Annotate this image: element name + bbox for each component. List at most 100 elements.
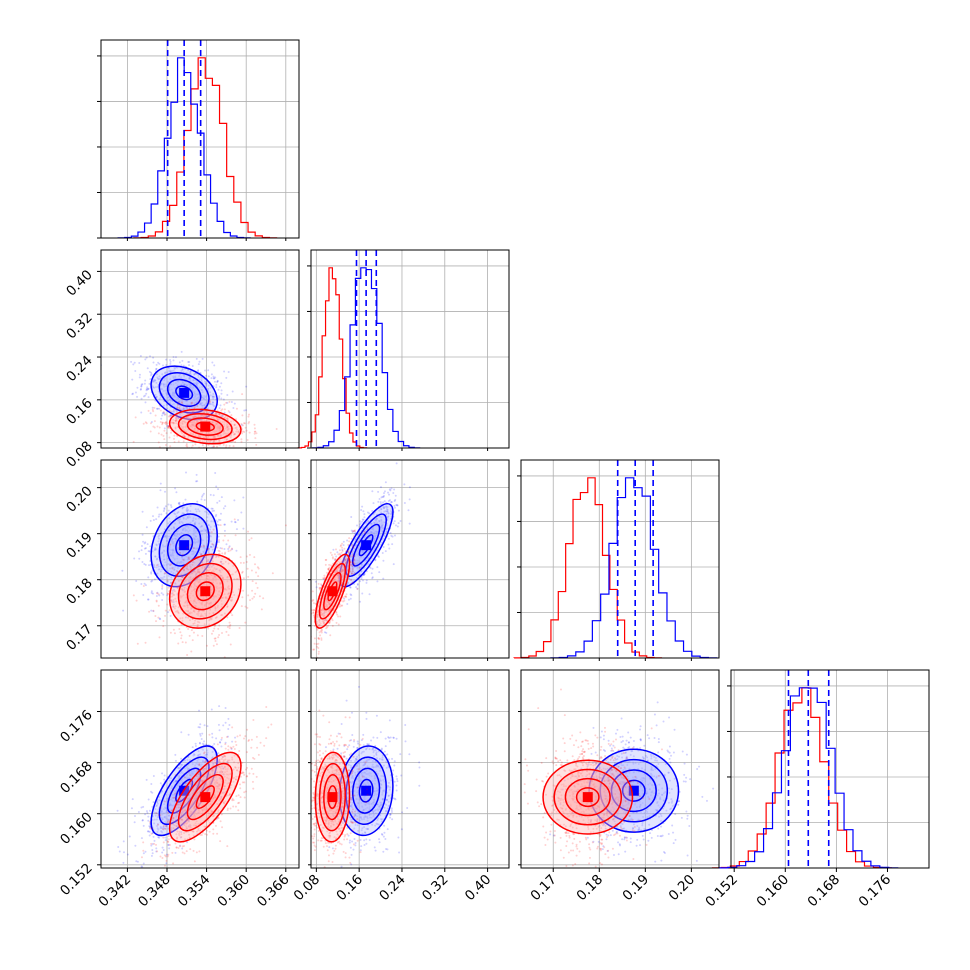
scatter-point	[229, 623, 232, 626]
scatter-point	[138, 557, 141, 560]
scatter-point	[247, 530, 250, 533]
scatter-point	[147, 798, 150, 801]
scatter-point	[197, 425, 200, 428]
scatter-point	[212, 445, 215, 448]
scatter-point	[173, 366, 176, 369]
scatter-point	[243, 422, 246, 425]
scatter-point	[189, 607, 192, 610]
scatter-point	[210, 708, 213, 711]
scatter-point	[182, 558, 185, 561]
scatter-point	[235, 549, 238, 552]
scatter-point	[237, 431, 240, 434]
scatter-point	[174, 356, 177, 359]
scatter-point	[319, 583, 322, 586]
scatter-point	[206, 415, 209, 418]
scatter-point	[163, 507, 166, 510]
scatter-point	[235, 430, 238, 433]
scatter-point	[136, 386, 139, 389]
scatter-point	[371, 490, 374, 493]
scatter-point	[227, 547, 230, 550]
scatter-point	[201, 396, 204, 399]
scatter-point	[335, 548, 338, 551]
scatter-point	[198, 539, 201, 542]
scatter-point	[223, 529, 226, 532]
scatter-point	[211, 577, 214, 580]
scatter-point	[197, 370, 200, 373]
scatter-point	[360, 508, 363, 511]
scatter-point	[164, 561, 167, 564]
scatter-point	[337, 623, 340, 626]
scatter-point	[317, 652, 320, 655]
scatter-point	[178, 520, 181, 523]
scatter-point	[183, 383, 186, 386]
scatter-point	[211, 426, 214, 429]
scatter-point	[147, 815, 150, 818]
scatter-point	[162, 382, 165, 385]
scatter-point	[145, 810, 148, 813]
scatter-point	[357, 541, 360, 544]
scatter-point	[168, 847, 171, 850]
scatter-point	[228, 546, 231, 549]
scatter-point	[175, 419, 178, 422]
scatter-point	[157, 568, 160, 571]
scatter-point	[327, 568, 330, 571]
scatter-point	[315, 586, 318, 589]
scatter-point	[242, 527, 245, 530]
scatter-point	[220, 605, 223, 608]
scatter-point	[408, 486, 411, 489]
scatter-point	[198, 601, 201, 604]
scatter-point	[339, 615, 342, 618]
scatter-point	[330, 554, 333, 557]
scatter-point	[176, 586, 179, 589]
scatter-point	[186, 405, 189, 408]
scatter-point	[170, 555, 173, 558]
scatter-point	[167, 367, 170, 370]
scatter-point	[312, 611, 315, 614]
scatter-point	[148, 610, 151, 613]
scatter-point	[187, 579, 190, 582]
scatter-point	[349, 593, 352, 596]
scatter-point	[232, 406, 235, 409]
scatter-point	[192, 424, 195, 427]
scatter-point	[215, 423, 218, 426]
scatter-point	[150, 854, 153, 857]
scatter-point	[194, 744, 197, 747]
scatter-point	[211, 579, 214, 582]
scatter-point	[201, 530, 204, 533]
scatter-point	[182, 407, 185, 410]
scatter-point	[189, 596, 192, 599]
scatter-point	[247, 594, 250, 597]
scatter-point	[200, 378, 203, 381]
scatter-point	[201, 539, 204, 542]
scatter-point	[158, 375, 161, 378]
scatter-point	[319, 630, 322, 633]
scatter-point	[174, 419, 177, 422]
scatter-point	[216, 409, 219, 412]
scatter-point	[180, 560, 183, 563]
scatter-point	[171, 566, 174, 569]
scatter-point	[219, 427, 222, 430]
scatter-point	[175, 539, 178, 542]
scatter-point	[337, 615, 340, 618]
scatter-point	[175, 417, 178, 420]
scatter-point	[202, 397, 205, 400]
scatter-point	[230, 520, 233, 523]
scatter-point	[132, 440, 135, 443]
scatter-point	[206, 420, 209, 423]
scatter-point	[165, 364, 168, 367]
scatter-point	[197, 606, 200, 609]
scatter-point	[177, 398, 180, 401]
scatter-point	[207, 513, 210, 516]
scatter-point	[257, 575, 260, 578]
scatter-point	[390, 487, 393, 490]
scatter-point	[169, 402, 172, 405]
scatter-point	[164, 535, 167, 538]
scatter-point	[382, 501, 385, 504]
scatter-point	[239, 556, 242, 559]
scatter-point	[142, 593, 145, 596]
scatter-point	[173, 395, 176, 398]
scatter-point	[212, 435, 215, 438]
scatter-point	[192, 385, 195, 388]
scatter-point	[169, 548, 172, 551]
scatter-point	[353, 562, 356, 565]
